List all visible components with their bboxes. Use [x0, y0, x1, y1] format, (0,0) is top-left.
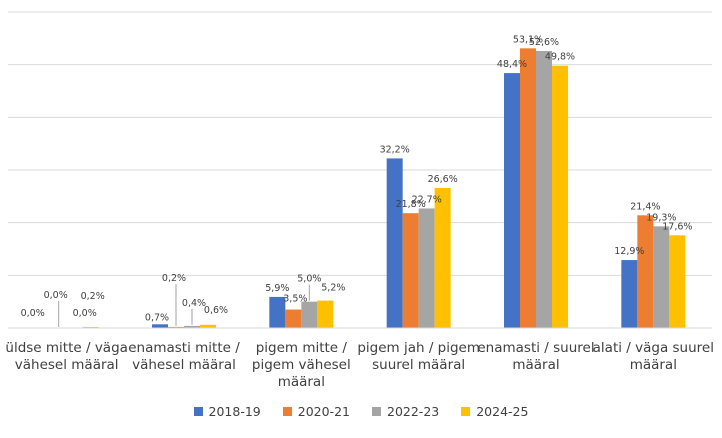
bar-2022-23-3 [418, 208, 435, 328]
bar-chart: 0,0% 0,7% 5,9% 32,2% 48,4% 12,9% 0,0% 0,2% 3,5% 2… [5, 11, 714, 390]
legend-item-2022-23: 2022-23 [372, 404, 439, 419]
data-label-2022-23-0: 0,0% [73, 308, 97, 319]
category-label-line: suurel määral [372, 357, 465, 373]
bar-2024-25-4 [552, 65, 568, 328]
bar-2020-21-4 [520, 48, 536, 329]
category-label-line: määral [630, 357, 677, 373]
data-label-2024-25-2: 5,2% [321, 283, 345, 294]
category-label-0: üldse mitte / väga vähesel määral [5, 340, 128, 373]
bar-2020-21-3 [402, 213, 419, 328]
category-label-line: enamasti / suurel [477, 340, 594, 356]
category-label-1: enamasti mitte / vähesel määral [128, 340, 240, 373]
data-label-2020-21-5: 21,4% [630, 201, 660, 212]
bar-2024-25-2 [317, 300, 334, 328]
bar-2022-23-1 [184, 325, 200, 328]
bar-2022-23-5 [653, 226, 670, 328]
bar-2024-25-5 [669, 235, 686, 328]
category-label-4: enamasti / suurel määral [477, 340, 594, 373]
legend-label-2020-21: 2020-21 [297, 404, 350, 419]
legend-swatch-2022-23 [372, 407, 381, 416]
category-label-line: pigem jah / pigem [357, 340, 480, 356]
category-label-line: üldse mitte / väga [5, 340, 128, 356]
legend: 2018-19 2020-21 2022-23 2024-25 [0, 404, 722, 419]
bar-2018-19-5 [621, 260, 638, 328]
category-label-line: alati / väga suurel [593, 340, 714, 356]
category-label-line: vähesel määral [132, 357, 236, 373]
legend-label-2024-25: 2024-25 [476, 404, 529, 419]
legend-swatch-2024-25 [461, 407, 471, 416]
data-label-2018-19-5: 12,9% [614, 246, 644, 257]
bar-2024-25-3 [434, 187, 451, 328]
category-label-line: vähesel määral [15, 357, 119, 373]
bar-2022-23-2 [301, 301, 318, 328]
legend-swatch-2020-21 [282, 407, 292, 416]
data-label-2018-19-1: 0,7% [145, 312, 169, 323]
legend-swatch-2018-19 [193, 407, 203, 416]
bar-2018-19-2 [269, 296, 286, 328]
bar-2020-21-1 [168, 326, 184, 328]
category-label-line: määral [512, 357, 559, 373]
bar-2022-23-4 [536, 50, 552, 329]
legend-label-2022-23: 2022-23 [387, 404, 440, 419]
data-label-2020-21-2: 3,5% [283, 294, 307, 305]
data-label-2024-25-0: 0,2% [81, 291, 105, 302]
bar-2020-21-5 [637, 215, 654, 328]
legend-label-2018-19: 2018-19 [208, 404, 261, 419]
legend-item-2020-21: 2020-21 [282, 404, 350, 419]
bar-2024-25-0 [82, 326, 99, 328]
data-label-2020-21-1: 0,2% [162, 273, 186, 284]
bar-2018-19-4 [504, 73, 520, 329]
legend-item-2024-25: 2024-25 [461, 404, 528, 419]
data-label-2022-23-3: 22,7% [412, 194, 442, 205]
data-label-2018-19-2: 5,9% [265, 283, 289, 294]
data-label-2024-25-3: 26,6% [428, 174, 458, 185]
category-label-line: pigem mitte / [256, 340, 348, 356]
data-label-2024-25-4: 49,8% [545, 52, 575, 63]
bar-2018-19-3 [386, 158, 403, 328]
data-label-2018-19-3: 32,2% [380, 144, 410, 155]
category-label-3: pigem jah / pigem suurel määral [357, 340, 480, 373]
category-label-line: pigem vähesel [252, 357, 351, 373]
data-label-2022-23-4: 52,6% [529, 37, 559, 48]
data-label-2024-25-5: 17,6% [662, 221, 692, 232]
category-label-2: pigem mitte / pigem vähesel määral [252, 340, 351, 390]
data-label-2024-25-1: 0,6% [204, 305, 228, 316]
data-label-2020-21-3: 21,8% [396, 199, 426, 210]
category-label-line: enamasti mitte / [128, 340, 240, 356]
data-label-2018-19-0: 0,0% [21, 308, 45, 319]
data-label-2022-23-2: 5,0% [297, 274, 321, 285]
category-label-5: alati / väga suurel määral [593, 340, 714, 373]
data-label-2022-23-1: 0,4% [182, 298, 206, 309]
data-label-2022-23-5: 19,3% [646, 212, 676, 223]
legend-item-2018-19: 2018-19 [193, 404, 261, 419]
category-label-line: määral [278, 374, 325, 390]
data-label-2020-21-4: 53,1% [513, 34, 543, 45]
bar-2020-21-2 [285, 309, 302, 328]
bar-2018-19-1 [152, 324, 168, 328]
data-label-2018-19-4: 48,4% [497, 59, 527, 70]
data-label-2020-21-0: 0,0% [44, 290, 68, 301]
bar-2024-25-1 [200, 324, 216, 328]
